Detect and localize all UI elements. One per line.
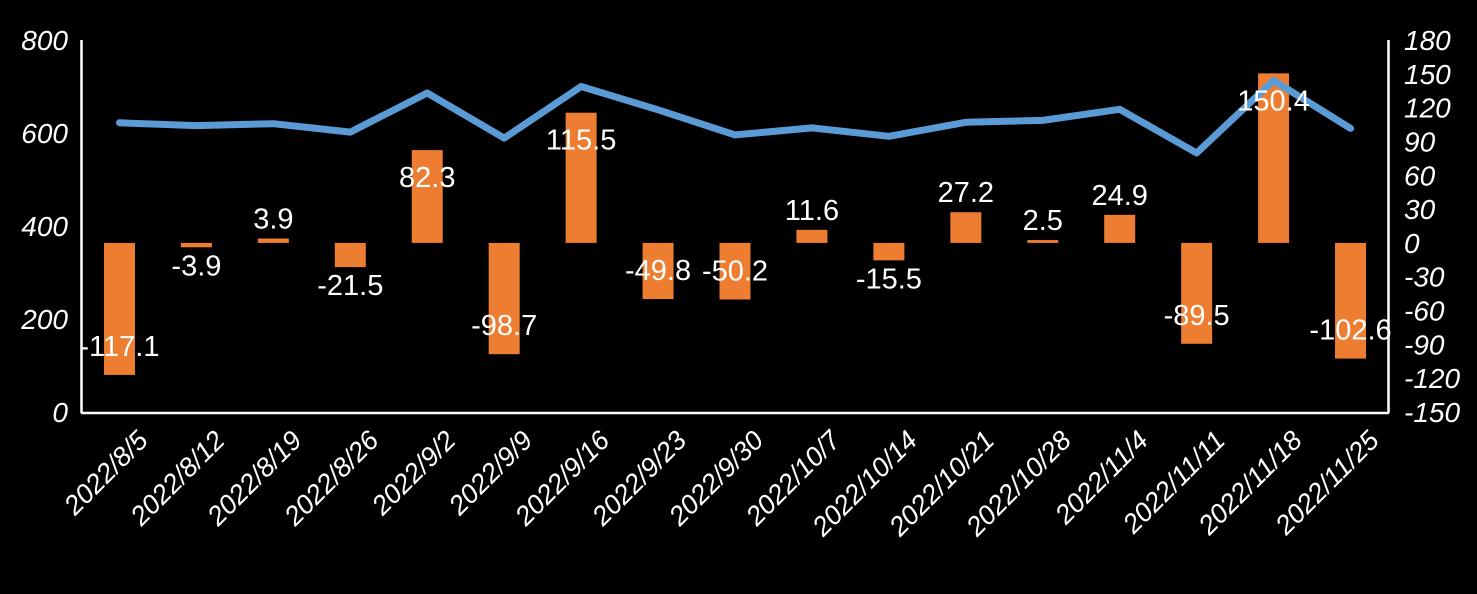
y-axis-right-tick-label: -30: [1404, 262, 1445, 293]
bar-data-label: 150.4: [1237, 85, 1310, 117]
y-axis-right-tick-label: -60: [1404, 296, 1445, 327]
y-axis-right-tick-label: 0: [1404, 228, 1420, 259]
y-axis-left-tick-label: 400: [21, 211, 68, 242]
bar: [334, 242, 366, 268]
bar-data-label: -3.9: [171, 250, 221, 282]
bar-data-label: -50.2: [702, 255, 768, 287]
bar: [180, 242, 212, 248]
bar-data-label: -89.5: [1164, 300, 1230, 332]
bar: [950, 212, 982, 243]
bar-data-label: 27.2: [938, 177, 994, 209]
bar: [565, 112, 597, 243]
bar-data-label: 82.3: [399, 162, 455, 194]
x-axis-label: 2022/9/2: [365, 425, 461, 521]
x-axis-labels: 2022/8/52022/8/122022/8/192022/8/262022/…: [57, 424, 1385, 542]
bar-data-label: -98.7: [471, 310, 537, 342]
bar-data-label: -117.1: [79, 331, 159, 363]
bar: [1181, 242, 1213, 344]
bar-series: [103, 73, 1367, 375]
y-axis-right-tick-label: 60: [1404, 160, 1436, 191]
bar: [642, 242, 674, 300]
y-axis-left-tick-label: 600: [21, 118, 68, 149]
bar: [411, 150, 443, 243]
bar: [1258, 73, 1290, 243]
y-axis-right-tick-label: -90: [1404, 329, 1445, 360]
bar-data-label: 2.5: [1023, 205, 1063, 237]
bar-data-label: 24.9: [1091, 180, 1147, 212]
bar: [873, 242, 905, 261]
line-series: [115, 77, 1355, 157]
bar-data-label: 3.9: [253, 204, 293, 236]
bar: [1104, 214, 1136, 243]
bar-data-label: -49.8: [625, 255, 691, 287]
bar: [719, 242, 751, 300]
y-axis-right-tick-label: 150: [1404, 59, 1451, 90]
bar: [488, 242, 520, 355]
y-axis-right-tick-label: 90: [1404, 126, 1436, 157]
y-axis-right-tick-label: -150: [1404, 397, 1460, 428]
y-axis-left-tick-label: 800: [21, 25, 68, 56]
bar-data-label: -102.6: [1309, 315, 1391, 347]
bar: [796, 229, 828, 243]
y-axis-left-tick-label: 200: [20, 304, 68, 335]
bar-data-label: -15.5: [856, 263, 922, 295]
y-axis-left-tick-label: 0: [52, 397, 68, 428]
bar: [1027, 240, 1059, 243]
bar: [1335, 242, 1367, 359]
bar-data-label: 115.5: [546, 125, 616, 157]
y-axis-right-tick-label: 180: [1404, 25, 1451, 56]
bar-data-labels: -117.1 -3.9 3.9 -21.5 82.3 -98.7 115.5 -49.8 -50…: [79, 85, 1391, 363]
bar-data-label: 11.6: [785, 195, 839, 227]
bar-data-label: -21.5: [317, 270, 383, 302]
y-axis-right-tick-label: 120: [1404, 93, 1451, 124]
bar: [257, 238, 289, 243]
bar: [103, 242, 135, 375]
y-axis-right-tick-label: 30: [1404, 194, 1436, 225]
y-axis-right-tick-label: -120: [1404, 363, 1460, 394]
